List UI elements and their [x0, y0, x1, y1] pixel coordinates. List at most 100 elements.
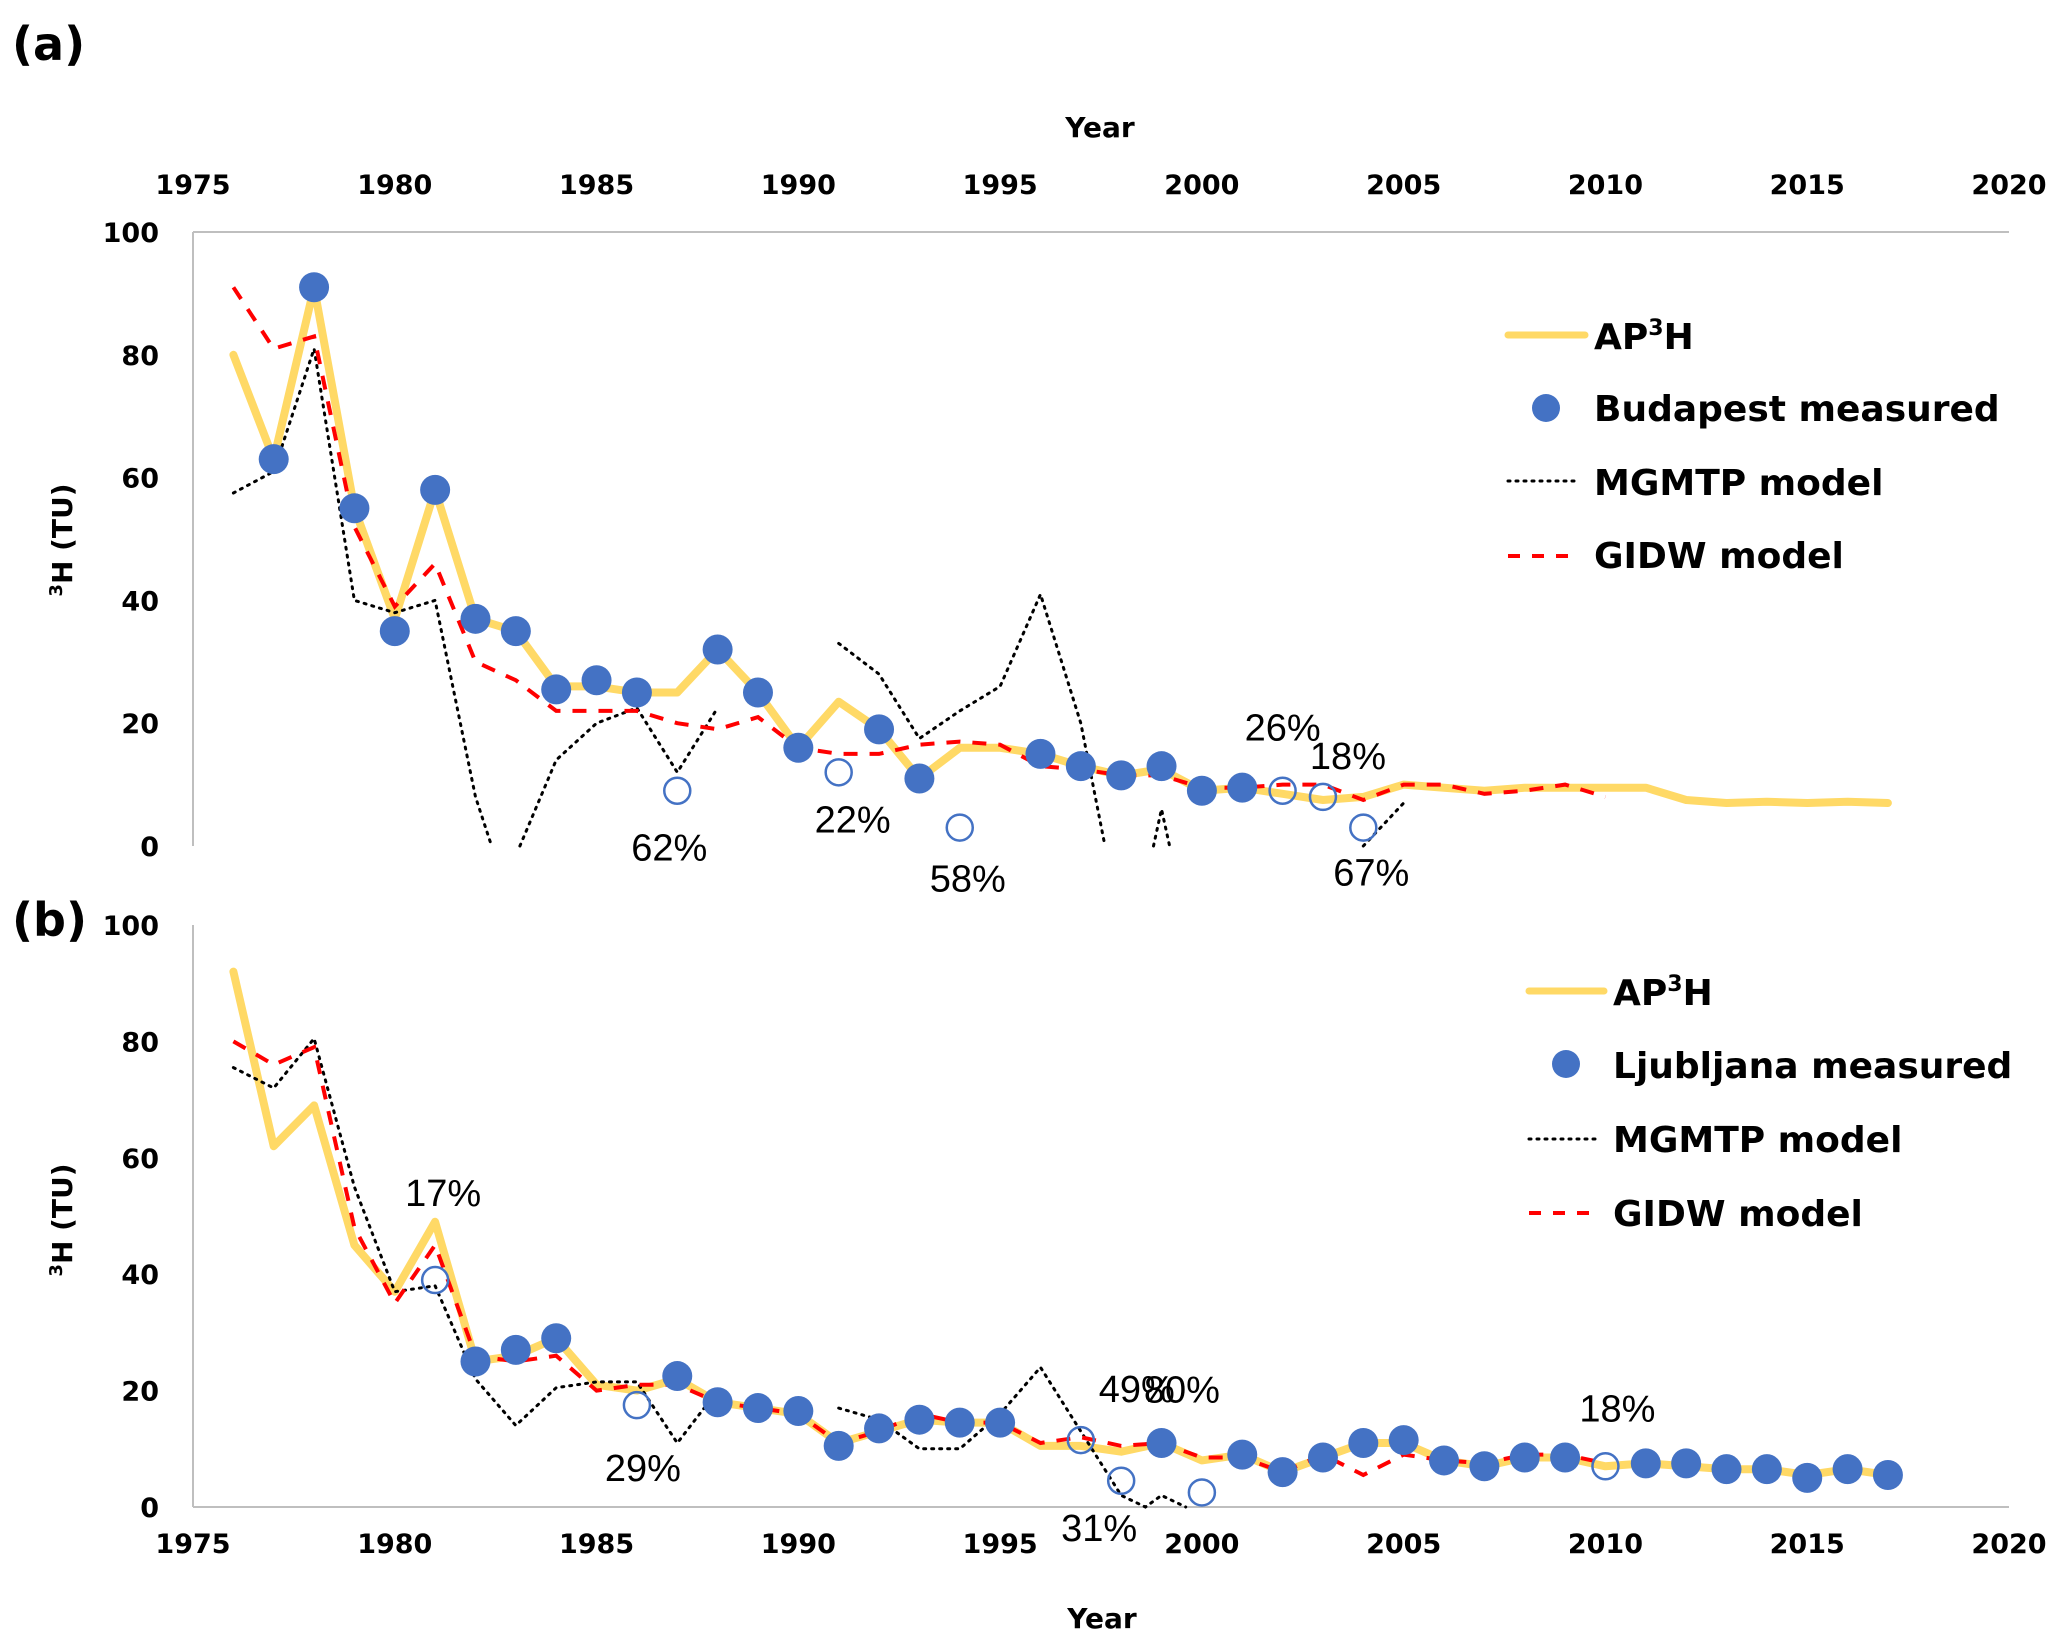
x-tick-label: 2005 — [1366, 1529, 1441, 1560]
gidw-line — [231, 286, 1606, 803]
mgmtp-line-segment — [231, 348, 494, 848]
deviation-annotation: 67% — [1333, 853, 1409, 895]
excluded-point — [420, 1265, 450, 1295]
deviation-annotation: 18% — [1310, 736, 1386, 778]
measured-point — [460, 603, 491, 634]
x-tick-label: 1990 — [761, 1529, 836, 1560]
panel-b-y-ticks: 0 20 40 60 80 100 — [103, 911, 159, 1524]
measured-point — [541, 674, 572, 705]
panel-a-y-ticks: 0 20 40 60 80 100 — [103, 218, 159, 863]
y-title-rest: H (TU) — [46, 483, 79, 584]
x-tick-label: 1995 — [963, 170, 1038, 201]
y-tick-label: 0 — [140, 832, 159, 863]
deviation-annotation: 49% — [1099, 1369, 1175, 1411]
mgmtp-line-segment — [1152, 808, 1172, 848]
legend-ap3h-sup: 3 — [1648, 316, 1663, 341]
measured-point — [742, 677, 773, 708]
legend-mgmtp-label: MGMTP model — [1594, 463, 1883, 504]
x-tick-label: 2000 — [1164, 170, 1239, 201]
measured-point — [258, 444, 289, 475]
x-tick-label: 2010 — [1568, 170, 1643, 201]
measured-point — [702, 634, 733, 665]
y-tick-label: 80 — [121, 341, 159, 372]
x-tick-label: 1975 — [155, 1529, 230, 1560]
measured-point — [1065, 751, 1096, 782]
measured-point — [1832, 1454, 1863, 1485]
legend-ap3h-tail: H — [1664, 317, 1694, 358]
measured-point — [1025, 738, 1056, 769]
measured-point — [1872, 1459, 1903, 1490]
excluded-point — [1349, 813, 1378, 842]
measured-point — [783, 1395, 814, 1426]
legend-measured-marker — [1552, 1050, 1580, 1078]
legend-ap3h-main: AP — [1594, 317, 1648, 358]
x-tick-label: 1985 — [559, 170, 634, 201]
measured-point — [1630, 1448, 1661, 1479]
x-tick-label: 1990 — [761, 170, 836, 201]
measured-point — [1146, 751, 1177, 782]
measured-point — [904, 763, 935, 794]
measured-point — [662, 1361, 693, 1392]
legend-ap3h-sup: 3 — [1667, 972, 1682, 997]
measured-point — [985, 1407, 1016, 1438]
y-tick-label: 100 — [103, 218, 159, 249]
measured-point — [1106, 760, 1137, 791]
y-tick-label: 60 — [121, 464, 159, 495]
measured-point — [1388, 1425, 1419, 1456]
measured-point — [904, 1404, 935, 1435]
x-tick-label: 1980 — [357, 1529, 432, 1560]
x-tick-label: 2010 — [1568, 1529, 1643, 1560]
x-tick-label: 2015 — [1770, 1529, 1845, 1560]
excluded-point — [622, 1390, 652, 1420]
measured-point — [500, 616, 531, 647]
legend-ap3h-label: AP3H — [1594, 316, 1694, 358]
legend-ap3h-tail: H — [1683, 973, 1713, 1014]
legend-ap3h-main: AP — [1613, 973, 1667, 1014]
measured-point — [783, 732, 814, 763]
measured-point — [823, 1430, 854, 1461]
x-tick-label: 1995 — [963, 1529, 1038, 1560]
panel-b-x-axis-title: Year — [1066, 1602, 1137, 1635]
y-title-sup: 3 — [46, 584, 67, 597]
deviation-annotation: 22% — [815, 799, 891, 841]
measured-point — [1227, 772, 1258, 803]
y-tick-label: 20 — [121, 709, 159, 740]
excluded-point — [1308, 782, 1338, 812]
x-tick-label: 2000 — [1164, 1529, 1239, 1560]
x-tick-label: 2015 — [1770, 170, 1845, 201]
panel-a-legend: AP3H Budapest measured MGMTP model GIDW … — [1504, 316, 2000, 577]
panel-b: (b) Year 3H (TU) 1975 1980 1985 1990 1995 200… — [12, 893, 2047, 1635]
y-title-rest: H (TU) — [46, 1163, 79, 1264]
measured-point — [702, 1387, 733, 1418]
panel-a: (a) Year 3H (TU) 1975 1980 1985 1990 1995 200… — [12, 17, 2047, 901]
y-tick-label: 60 — [121, 1144, 159, 1175]
y-tick-label: 0 — [140, 1493, 159, 1524]
measured-point — [339, 493, 370, 524]
measured-point — [1751, 1454, 1782, 1485]
legend-measured-label: Ljubljana measured — [1613, 1046, 2012, 1087]
x-tick-label: 1975 — [155, 170, 230, 201]
excluded-point — [1066, 1425, 1096, 1455]
legend-measured-marker — [1532, 394, 1560, 422]
panel-a-label: (a) — [12, 17, 85, 71]
panel-a-x-ticks: 1975 1980 1985 1990 1995 2000 2005 2010 2015 2020 — [155, 170, 2046, 201]
measured-point — [1307, 1442, 1338, 1473]
deviation-annotation: 62% — [631, 828, 707, 870]
measured-point — [420, 474, 451, 505]
mgmtp-line-segment — [837, 1364, 1188, 1509]
excluded-point — [663, 776, 692, 805]
excluded-point — [1268, 776, 1297, 805]
y-title-sup: 3 — [46, 1264, 67, 1277]
measured-point — [864, 714, 895, 745]
measured-point — [1509, 1442, 1540, 1473]
measured-point — [1550, 1442, 1581, 1473]
mgmtp-line-segment — [518, 706, 720, 848]
measured-point — [1227, 1439, 1258, 1470]
measured-point — [379, 616, 410, 647]
panel-a-y-axis-title: 3H (TU) — [46, 483, 79, 596]
measured-point — [581, 665, 612, 696]
measured-point — [1267, 1457, 1298, 1488]
panel-b-plot-area: 17% 29% 49% 31% 80% 18% — [229, 967, 1903, 1550]
panel-a-x-axis-title: Year — [1064, 111, 1135, 144]
measured-point — [944, 1407, 975, 1438]
